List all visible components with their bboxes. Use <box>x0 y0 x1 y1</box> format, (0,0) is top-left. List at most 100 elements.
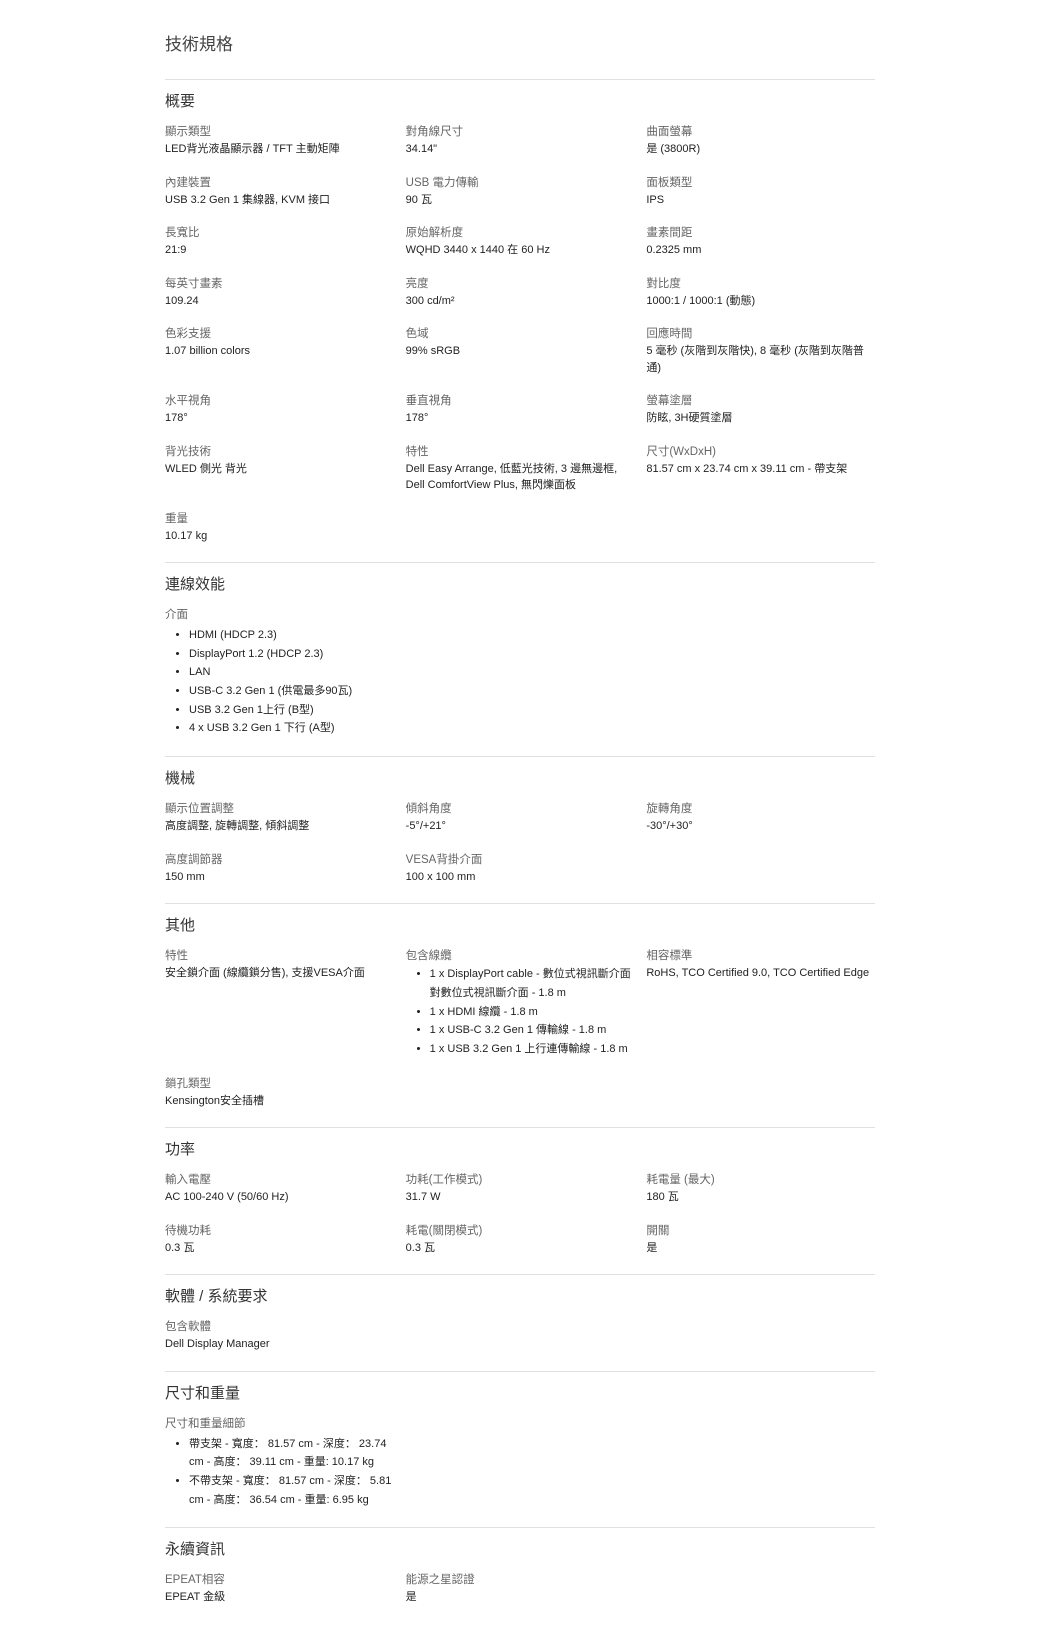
list-item: 1 x HDMI 線纜 - 1.8 m <box>430 1003 635 1022</box>
section-title-misc: 其他 <box>165 914 875 935</box>
spec-label: 內建裝置 <box>165 174 394 190</box>
spec-value: -30°/+30° <box>646 818 875 835</box>
section-sustainability: 永續資訊 EPEAT相容EPEAT 金級能源之星認證是 <box>165 1527 875 1624</box>
connectivity-list: HDMI (HDCP 2.3)DisplayPort 1.2 (HDCP 2.3… <box>183 626 875 738</box>
section-misc: 其他 特性 安全鎖介面 (線纜鎖分售), 支援VESA介面 包含線纜 1 x D… <box>165 903 875 1127</box>
list-item: 4 x USB 3.2 Gen 1 下行 (A型) <box>189 719 875 738</box>
list-item: 帶支架 - 寬度： 81.57 cm - 深度： 23.74 cm - 高度： … <box>189 1435 400 1472</box>
connectivity-sub-label: 介面 <box>165 606 875 622</box>
spec-label: 色彩支援 <box>165 325 394 341</box>
spec-label: 亮度 <box>406 275 635 291</box>
spec-value: LED背光液晶顯示器 / TFT 主動矩陣 <box>165 141 394 158</box>
list-item: USB-C 3.2 Gen 1 (供電最多90瓦) <box>189 682 875 701</box>
misc-features: 特性 安全鎖介面 (線纜鎖分售), 支援VESA介面 <box>165 947 394 1058</box>
spec-item: 對比度1000:1 / 1000:1 (動態) <box>646 275 875 310</box>
list-item: USB 3.2 Gen 1上行 (B型) <box>189 701 875 720</box>
list-item: HDMI (HDCP 2.3) <box>189 626 875 645</box>
spec-value: 0.3 瓦 <box>165 1240 394 1257</box>
spec-item: VESA背掛介面100 x 100 mm <box>406 851 635 886</box>
spec-item: 特性 Dell Easy Arrange, 低藍光技術, 3 邊無邊框, Dell… <box>406 443 635 494</box>
spec-value: 是 <box>646 1240 875 1257</box>
spec-item: 對角線尺寸34.14" <box>406 123 635 158</box>
list-item: 1 x USB-C 3.2 Gen 1 傳輸線 - 1.8 m <box>430 1021 635 1040</box>
misc-cables: 包含線纜 1 x DisplayPort cable - 數位式視訊斷介面對數位… <box>406 947 635 1058</box>
section-title-mechanical: 機械 <box>165 767 875 788</box>
spec-item: 輸入電壓 AC 100-240 V (50/60 Hz) <box>165 1171 394 1206</box>
spec-item: USB 電力傳輸90 瓦 <box>406 174 635 209</box>
spec-value: -5°/+21° <box>406 818 635 835</box>
spec-label: 功耗(工作模式) <box>406 1171 635 1187</box>
spec-value: WLED 側光 背光 <box>165 461 394 478</box>
spec-value: 180 瓦 <box>646 1189 875 1206</box>
spec-item: 待機功耗 0.3 瓦 <box>165 1222 394 1257</box>
spec-label: 包含軟體 <box>165 1318 394 1334</box>
section-power: 功率 輸入電壓AC 100-240 V (50/60 Hz)功耗(工作模式)31… <box>165 1127 875 1274</box>
spec-label: 鎖孔類型 <box>165 1075 394 1091</box>
spec-value: EPEAT 金級 <box>165 1589 394 1606</box>
spec-value: 21:9 <box>165 242 394 259</box>
spec-item: 畫素間距0.2325 mm <box>646 224 875 259</box>
spec-label: 原始解析度 <box>406 224 635 240</box>
spec-item: 每英寸畫素 109.24 <box>165 275 394 310</box>
spec-value: 0.3 瓦 <box>406 1240 635 1257</box>
spec-label: 高度調節器 <box>165 851 394 867</box>
spec-label: 輸入電壓 <box>165 1171 394 1187</box>
spec-value: 31.7 W <box>406 1189 635 1206</box>
spec-value: Kensington安全插槽 <box>165 1093 394 1110</box>
spec-value: 0.2325 mm <box>646 242 875 259</box>
spec-value: 150 mm <box>165 869 394 886</box>
spec-value: 90 瓦 <box>406 192 635 209</box>
spec-item: 高度調節器 150 mm <box>165 851 394 886</box>
spec-label: 螢幕塗層 <box>646 392 875 408</box>
spec-label: 背光技術 <box>165 443 394 459</box>
section-connectivity: 連線效能 介面 HDMI (HDCP 2.3)DisplayPort 1.2 (… <box>165 562 875 756</box>
spec-label: 重量 <box>165 510 394 526</box>
section-mechanical: 機械 顯示位置調整高度調整, 旋轉調整, 傾斜調整傾斜角度 -5°/+21° 旋轉角… <box>165 756 875 903</box>
spec-label: 水平視角 <box>165 392 394 408</box>
spec-value: 99% sRGB <box>406 343 635 360</box>
cables-list: 1 x DisplayPort cable - 數位式視訊斷介面對數位式視訊斷介… <box>424 965 635 1058</box>
spec-value: 300 cd/m² <box>406 293 635 310</box>
spec-item: 顯示位置調整高度調整, 旋轉調整, 傾斜調整 <box>165 800 394 835</box>
spec-label: 顯示位置調整 <box>165 800 394 816</box>
spec-label: 特性 <box>406 443 635 459</box>
spec-label: 開關 <box>646 1222 875 1238</box>
spec-label: 耗電量 (最大) <box>646 1171 875 1187</box>
spec-item: 耗電量 (最大) 180 瓦 <box>646 1171 875 1206</box>
section-overview: 概要 顯示類型LED背光液晶顯示器 / TFT 主動矩陣對角線尺寸34.14"曲… <box>165 79 875 562</box>
spec-label: 特性 <box>165 947 394 963</box>
spec-label: 待機功耗 <box>165 1222 394 1238</box>
spec-label: 曲面螢幕 <box>646 123 875 139</box>
spec-label: 包含線纜 <box>406 947 635 963</box>
spec-value: 安全鎖介面 (線纜鎖分售), 支援VESA介面 <box>165 965 394 982</box>
misc-lock: 鎖孔類型 Kensington安全插槽 <box>165 1075 394 1110</box>
spec-label: 色域 <box>406 325 635 341</box>
spec-value: 34.14" <box>406 141 635 158</box>
page-title: 技術規格 <box>165 30 875 55</box>
section-title-dimensions: 尺寸和重量 <box>165 1382 875 1403</box>
list-item: DisplayPort 1.2 (HDCP 2.3) <box>189 645 875 664</box>
spec-value: Dell Display Manager <box>165 1336 394 1353</box>
spec-value: AC 100-240 V (50/60 Hz) <box>165 1189 394 1206</box>
spec-value: 防眩, 3H硬質塗層 <box>646 410 875 427</box>
spec-item: 曲面螢幕是 (3800R) <box>646 123 875 158</box>
spec-label: 顯示類型 <box>165 123 394 139</box>
spec-item: 功耗(工作模式) 31.7 W <box>406 1171 635 1206</box>
spec-value: 是 (3800R) <box>646 141 875 158</box>
section-dimensions: 尺寸和重量 尺寸和重量細節 帶支架 - 寬度： 81.57 cm - 深度： 2… <box>165 1371 875 1528</box>
spec-label: 耗電(關閉模式) <box>406 1222 635 1238</box>
spec-item: 耗電(關閉模式) 0.3 瓦 <box>406 1222 635 1257</box>
spec-value: 100 x 100 mm <box>406 869 635 886</box>
spec-label: 每英寸畫素 <box>165 275 394 291</box>
spec-value: Dell Easy Arrange, 低藍光技術, 3 邊無邊框, Dell C… <box>406 461 635 494</box>
spec-value: 109.24 <box>165 293 394 310</box>
spec-value: 是 <box>406 1589 635 1606</box>
misc-compliance: 相容標準 RoHS, TCO Certified 9.0, TCO Certif… <box>646 947 875 1058</box>
spec-label: 旋轉角度 <box>646 800 875 816</box>
spec-value: 1000:1 / 1000:1 (動態) <box>646 293 875 310</box>
spec-item: 垂直視角178° <box>406 392 635 427</box>
spec-label: 傾斜角度 <box>406 800 635 816</box>
spec-value: 178° <box>406 410 635 427</box>
spec-label: 相容標準 <box>646 947 875 963</box>
list-item: 不帶支架 - 寬度： 81.57 cm - 深度： 5.81 cm - 高度： … <box>189 1472 400 1509</box>
